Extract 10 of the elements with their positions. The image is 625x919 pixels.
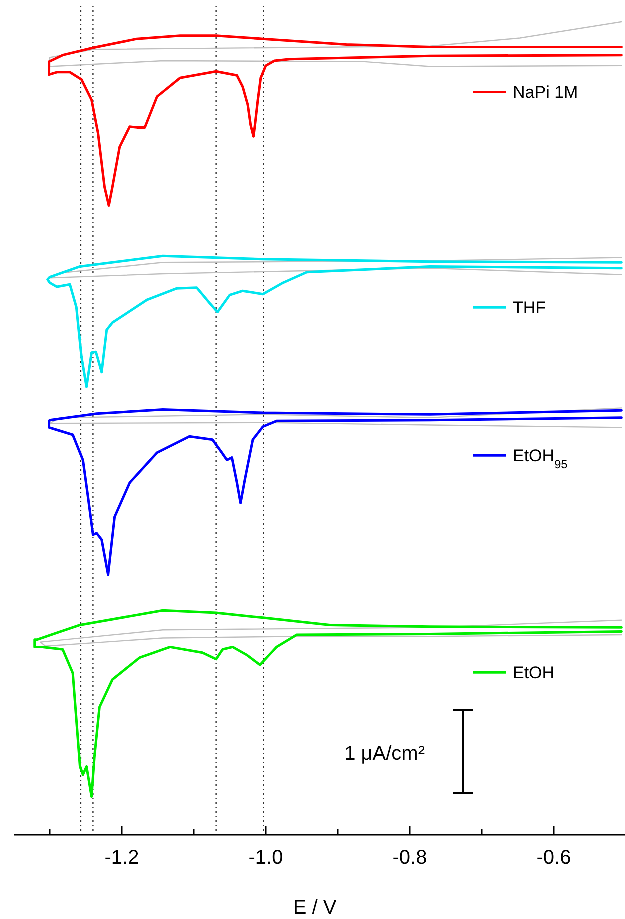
x-tick-label: -0.8	[392, 847, 428, 869]
legend-label: EtOH$_{95}$	[513, 446, 568, 472]
x-tick-label: -0.6	[536, 847, 572, 869]
legend-label: NaPi 1M	[513, 83, 578, 102]
x-tick-label: -1.0	[248, 847, 284, 869]
annotation: 1 μA/cm²	[344, 743, 426, 765]
legend-label: EtOH	[513, 664, 555, 683]
x-axis-title: E / V	[293, 897, 338, 919]
legend-label: THF	[513, 298, 546, 318]
x-tick-label: -1.2	[104, 847, 140, 869]
